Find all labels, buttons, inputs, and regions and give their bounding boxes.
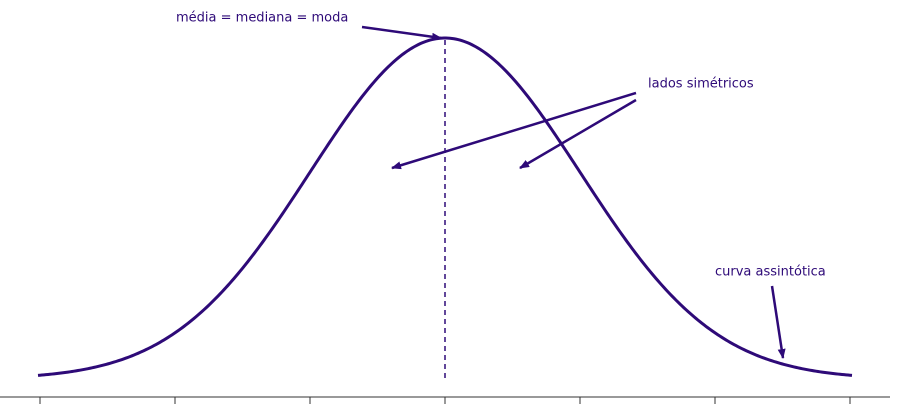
tail-arrow xyxy=(770,285,786,359)
tail-label: curva assintótica xyxy=(715,265,826,280)
sides-arrow-right xyxy=(519,98,637,170)
center-label: média = mediana = moda xyxy=(176,11,348,26)
sides-arrow-left xyxy=(391,91,637,170)
axis-ticks xyxy=(39,397,851,404)
sides-label: lados simétricos xyxy=(648,77,754,92)
center-arrow xyxy=(361,25,442,41)
normal-curve xyxy=(37,36,853,377)
